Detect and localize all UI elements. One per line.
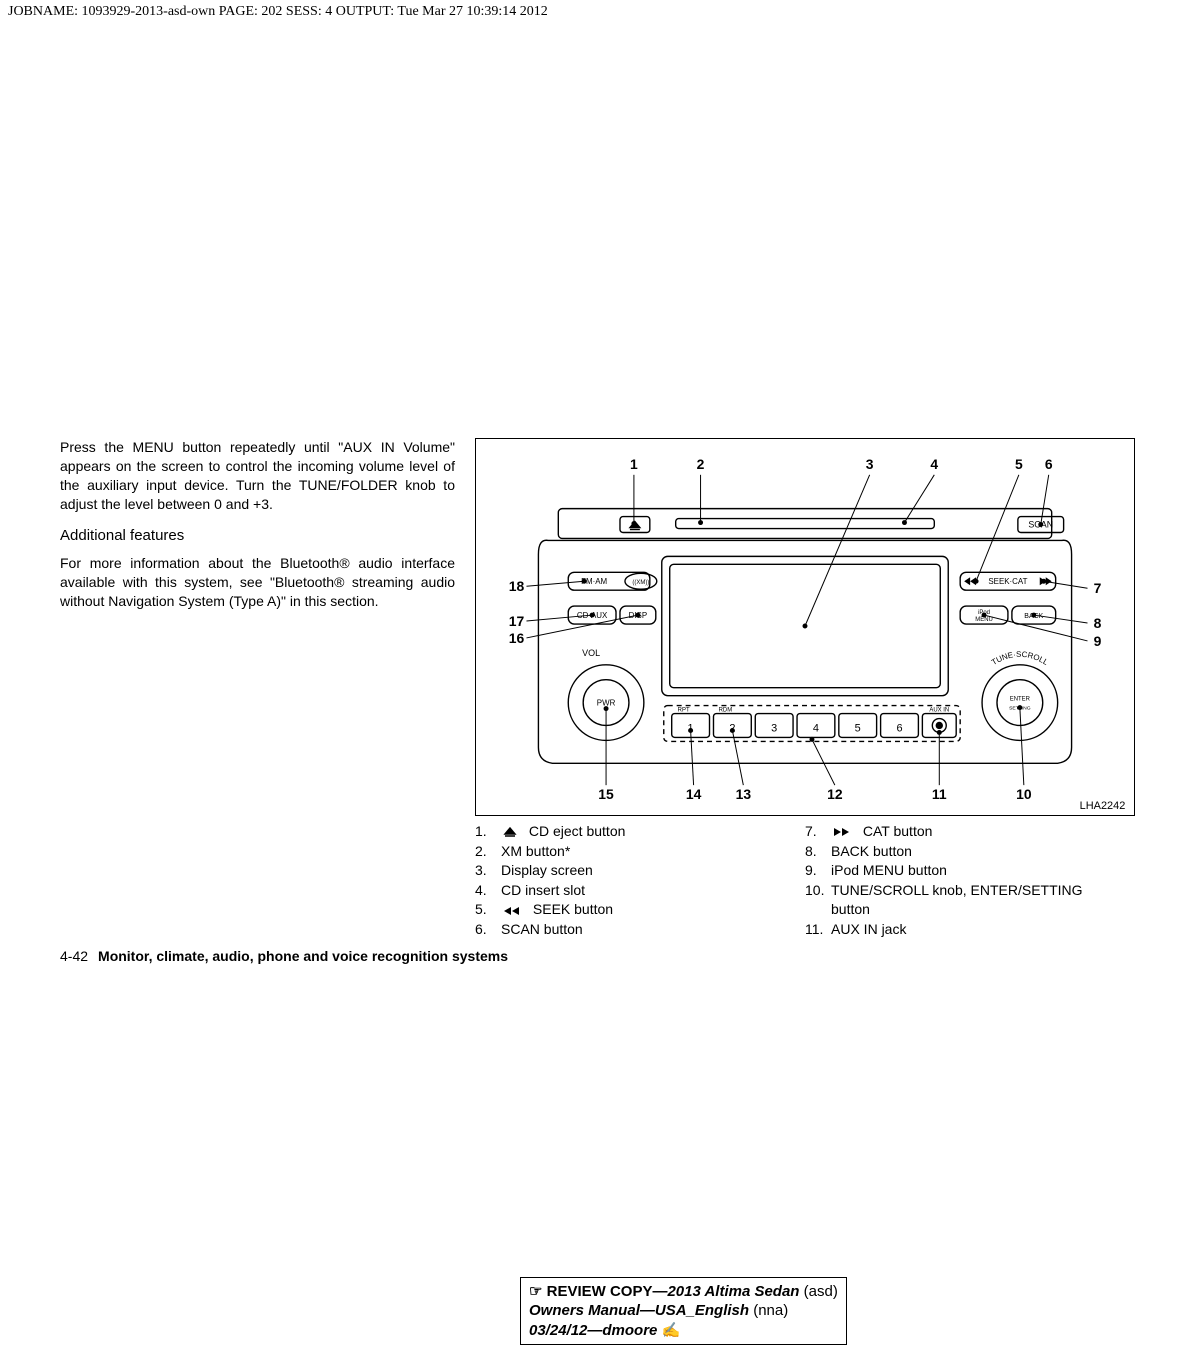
legend-text: AUX IN jack <box>831 920 906 940</box>
legend-text: XM button* <box>501 842 570 862</box>
legend-num: 2. <box>475 842 501 862</box>
legend-item: 8.BACK button <box>805 842 1135 862</box>
review-line1b: 2013 Altima Sedan <box>667 1283 803 1300</box>
label-vol: VOL <box>582 648 600 658</box>
label-aux-in: AUX IN <box>929 708 949 714</box>
callout-9: 9 <box>1094 633 1102 649</box>
legend-num: 11. <box>805 920 831 940</box>
legend-text: BACK button <box>831 842 912 862</box>
legend-num: 9. <box>805 861 831 881</box>
callout-16: 16 <box>509 630 525 646</box>
label-preset5: 5 <box>855 722 861 734</box>
heading-additional-features: Additional features <box>60 526 455 546</box>
legend-num: 7. <box>805 822 831 842</box>
review-line3a: 03/24/12—dmoore <box>529 1322 662 1339</box>
label-enter: ENTER <box>1010 697 1031 703</box>
review-line2b: (nna) <box>753 1302 788 1319</box>
legend: 1. CD eject button2.XM button*3.Display … <box>475 822 1135 940</box>
callout-8: 8 <box>1094 615 1102 631</box>
callout-3: 3 <box>866 456 874 472</box>
legend-text: CAT button <box>831 822 932 842</box>
paragraph-bluetooth: For more information about the Bluetooth… <box>60 554 455 611</box>
legend-text: iPod MENU button <box>831 861 947 881</box>
page-number: 4-42 <box>60 948 88 964</box>
legend-item: 11.AUX IN jack <box>805 920 1135 940</box>
legend-text: Display screen <box>501 861 593 881</box>
legend-item: 2.XM button* <box>475 842 805 862</box>
callout-6: 6 <box>1045 456 1053 472</box>
radio-svg: SCAN FM·AM ((XM)) CD·AUX DISP SEEK·CAT i… <box>476 439 1134 815</box>
callout-14: 14 <box>686 786 702 802</box>
label-preset3: 3 <box>771 722 777 734</box>
legend-item: 9.iPod MENU button <box>805 861 1135 881</box>
legend-num: 4. <box>475 881 501 901</box>
legend-text: TUNE/SCROLL knob, ENTER/SETTING <box>831 881 1083 901</box>
legend-item: 1. CD eject button <box>475 822 805 842</box>
label-preset4: 4 <box>813 722 819 734</box>
seek-fwd-icon <box>831 826 853 838</box>
section-title: Monitor, climate, audio, phone and voice… <box>98 948 508 964</box>
legend-item: 5. SEEK button <box>475 900 805 920</box>
legend-num: 5. <box>475 900 501 920</box>
label-preset6: 6 <box>896 722 902 734</box>
callout-11: 11 <box>932 786 947 802</box>
review-line3b: ✍ <box>662 1322 681 1339</box>
legend-item: 4.CD insert slot <box>475 881 805 901</box>
legend-num: 6. <box>475 920 501 940</box>
paragraph-aux-volume: Press the MENU button repeatedly until "… <box>60 438 455 514</box>
callout-2: 2 <box>697 456 705 472</box>
callout-7: 7 <box>1094 580 1102 596</box>
legend-num: 3. <box>475 861 501 881</box>
legend-num: 8. <box>805 842 831 862</box>
legend-text: CD insert slot <box>501 881 585 901</box>
legend-text: SCAN button <box>501 920 583 940</box>
page-footer: 4-42 Monitor, climate, audio, phone and v… <box>60 948 508 964</box>
legend-right-col: 7. CAT button8.BACK button9.iPod MENU bu… <box>805 822 1135 940</box>
legend-text: SEEK button <box>501 900 613 920</box>
legend-item: 3.Display screen <box>475 861 805 881</box>
svg-text:MENU: MENU <box>975 617 993 623</box>
label-seek-cat: SEEK·CAT <box>988 577 1027 586</box>
left-text-column: Press the MENU button repeatedly until "… <box>60 438 455 610</box>
label-rpt: RPT <box>678 708 690 714</box>
eject-icon <box>501 826 519 838</box>
review-line1c: (asd) <box>804 1283 838 1300</box>
figure-id: LHA2242 <box>1080 800 1126 812</box>
callout-1: 1 <box>630 456 638 472</box>
callout-17: 17 <box>509 613 525 629</box>
legend-num: 1. <box>475 822 501 842</box>
review-copy-box: ☞ REVIEW COPY—2013 Altima Sedan (asd) Ow… <box>520 1277 847 1346</box>
svg-text:((XM)): ((XM)) <box>632 580 649 586</box>
legend-text-cont: button <box>805 900 1135 920</box>
legend-num: 10. <box>805 881 831 901</box>
seek-back-icon <box>501 905 523 917</box>
callout-13: 13 <box>736 786 752 802</box>
legend-item: 6.SCAN button <box>475 920 805 940</box>
callout-10: 10 <box>1016 786 1032 802</box>
jobname-header: JOBNAME: 1093929-2013-asd-own PAGE: 202 … <box>8 4 548 20</box>
callout-4: 4 <box>930 456 938 472</box>
review-line2a: Owners Manual—USA_English <box>529 1302 753 1319</box>
callout-12: 12 <box>827 786 843 802</box>
callout-15: 15 <box>598 786 614 802</box>
legend-left-col: 1. CD eject button2.XM button*3.Display … <box>475 822 805 940</box>
legend-text: CD eject button <box>501 822 625 842</box>
legend-item: 7. CAT button <box>805 822 1135 842</box>
callout-5: 5 <box>1015 456 1023 472</box>
label-rdm: RDM <box>719 708 733 714</box>
callout-18: 18 <box>509 578 525 594</box>
review-line1a: ☞ REVIEW COPY— <box>529 1283 667 1300</box>
radio-diagram: SCAN FM·AM ((XM)) CD·AUX DISP SEEK·CAT i… <box>475 438 1135 816</box>
